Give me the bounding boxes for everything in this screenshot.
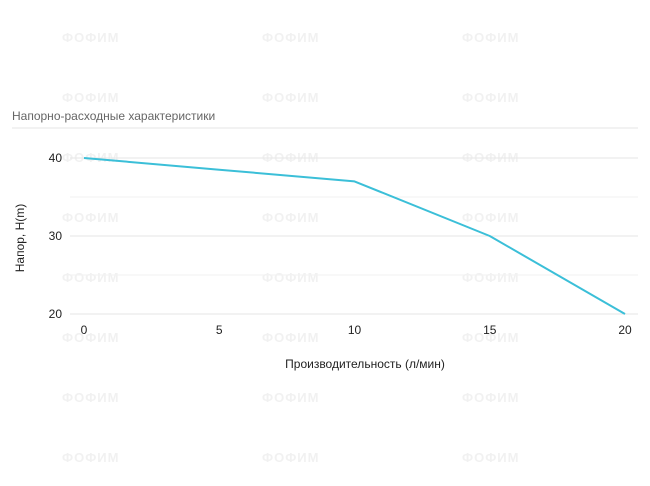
x-axis-label: Производительность (л/мин)	[285, 357, 445, 371]
y-tick-labels: 20 30 40	[49, 151, 63, 321]
y-tick-label: 30	[49, 229, 63, 243]
x-tick-label: 0	[81, 323, 88, 337]
grid-lines	[12, 127, 638, 315]
x-tick-label: 5	[216, 323, 223, 337]
x-tick-label: 20	[618, 323, 632, 337]
x-tick-label: 15	[483, 323, 497, 337]
chart-title: Напорно-расходные характеристики	[12, 109, 216, 123]
y-tick-label: 20	[49, 307, 63, 321]
x-tick-label: 10	[348, 323, 362, 337]
y-axis-label: Напор, H(m)	[13, 204, 27, 273]
series-line	[83, 157, 626, 315]
y-tick-label: 40	[49, 151, 63, 165]
x-tick-labels: 0 5 10 15 20	[81, 323, 632, 337]
series-layer	[83, 157, 626, 315]
